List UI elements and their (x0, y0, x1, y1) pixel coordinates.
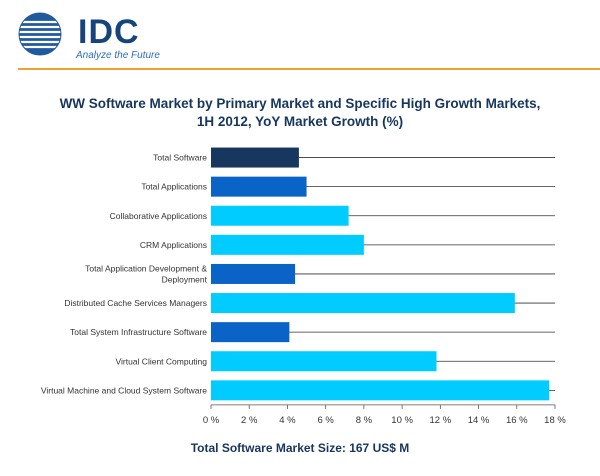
chart-title: WW Software Market by Primary Market and… (0, 95, 600, 131)
category-label: Total Application Development & Deploymen… (85, 263, 208, 284)
category-label: Distributed Cache Services Managers (64, 298, 207, 308)
x-tick-label: 10 % (391, 415, 413, 426)
x-tick-label: 14 % (468, 415, 490, 426)
bar (211, 263, 296, 284)
bar (211, 293, 515, 314)
category-label: Total Applications (141, 182, 207, 192)
x-tick-label: 2 % (241, 415, 258, 426)
chart-title-line-2: 1H 2012, YoY Market Growth (%) (196, 114, 404, 129)
category-label: Total Software (153, 153, 207, 163)
x-tick-label: 4 % (279, 415, 296, 426)
market-size-note: Total Software Market Size: 167 US$ M (190, 441, 410, 455)
globe-icon (18, 12, 62, 56)
x-tick-label: 12 % (430, 415, 452, 426)
x-tick-label: 8 % (356, 415, 373, 426)
logo-wordmark: IDC (78, 13, 140, 51)
idc-logo: IDC Analyze the Future (16, 10, 160, 61)
chart-title-line-1: WW Software Market by Primary Market and… (59, 96, 541, 111)
bar (211, 205, 349, 226)
bar (211, 176, 307, 197)
bar (211, 322, 290, 343)
category-label: Total System Infrastructure Software (70, 327, 207, 337)
bar (211, 147, 299, 168)
category-label: Collaborative Applications (110, 211, 207, 221)
x-tick-label: 16 % (506, 415, 528, 426)
category-label: Virtual Client Computing (116, 356, 208, 366)
logo-tagline: Analyze the Future (76, 50, 160, 61)
bar (211, 380, 550, 401)
bar (211, 351, 437, 372)
category-label: Virtual Machine and Cloud System Softwar… (41, 385, 207, 395)
header: IDC Analyze the Future (0, 0, 600, 70)
header-divider (18, 68, 600, 70)
x-tick-label: 18 % (544, 415, 566, 426)
x-tick-label: 6 % (317, 415, 334, 426)
category-label: CRM Applications (140, 240, 207, 250)
bar (211, 234, 364, 255)
x-tick-label: 0 % (203, 415, 220, 426)
